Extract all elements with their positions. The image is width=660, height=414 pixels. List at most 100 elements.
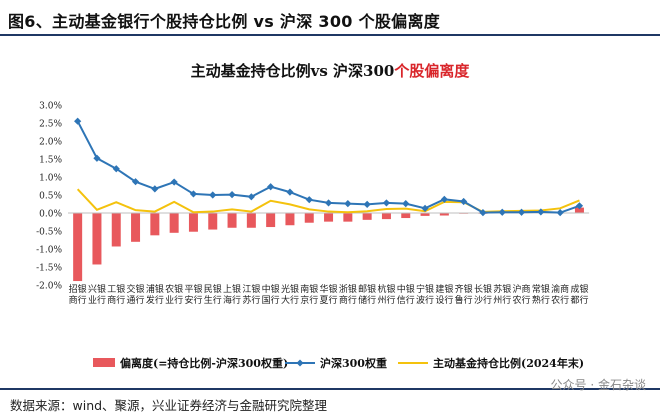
svg-text:苏: 苏 — [493, 283, 502, 295]
deviation-bar — [362, 213, 372, 220]
watermark: 公众号 · 金石杂谈 — [550, 378, 646, 392]
svg-text:行: 行 — [406, 294, 415, 306]
svg-text:银: 银 — [464, 283, 473, 295]
svg-text:农: 农 — [165, 283, 174, 295]
svg-text:银: 银 — [116, 283, 125, 295]
svg-text:中: 中 — [397, 283, 406, 295]
deviation-bar — [401, 213, 411, 219]
y-tick-label: -2.0% — [36, 282, 62, 292]
svg-text:州: 州 — [493, 295, 502, 306]
svg-text:行: 行 — [425, 294, 434, 306]
svg-text:银: 银 — [155, 283, 164, 295]
deviation-bar — [324, 213, 334, 222]
chart-title-black: 主动基金持仓比例vs 沪深300 — [191, 62, 395, 80]
svg-text:银: 银 — [367, 283, 376, 295]
svg-text:行: 行 — [309, 294, 318, 306]
deviation-bar — [381, 213, 391, 220]
hs300-point — [170, 178, 178, 186]
svg-text:行: 行 — [232, 294, 241, 306]
svg-text:商: 商 — [522, 283, 531, 295]
hs300-point — [267, 183, 275, 191]
hs300-point — [247, 193, 255, 201]
svg-text:苏: 苏 — [242, 294, 251, 306]
svg-text:通: 通 — [127, 295, 136, 306]
svg-text:信: 信 — [397, 294, 406, 306]
svg-text:发: 发 — [146, 294, 155, 306]
svg-text:夏: 夏 — [320, 295, 329, 306]
svg-text:行: 行 — [78, 294, 87, 306]
deviation-bar — [150, 213, 160, 236]
svg-text:储: 储 — [358, 294, 367, 306]
svg-text:行: 行 — [464, 294, 473, 306]
svg-text:银: 银 — [251, 283, 260, 295]
source-note: 数据来源：wind、聚源，兴业证券经济与金融研究院整理 — [10, 398, 328, 413]
svg-text:银: 银 — [271, 283, 280, 295]
legend-item-fund: 主动基金持仓比例(2024年末) — [398, 356, 584, 370]
svg-text:行: 行 — [251, 294, 260, 306]
deviation-bar — [266, 213, 276, 228]
svg-text:行: 行 — [541, 294, 550, 306]
deviation-bar — [73, 213, 83, 282]
svg-text:业: 业 — [165, 295, 174, 306]
svg-text:行: 行 — [502, 294, 511, 306]
hs300-weight-line — [76, 120, 580, 214]
svg-text:银: 银 — [193, 283, 202, 295]
svg-text:京: 京 — [300, 294, 309, 306]
svg-text:行: 行 — [348, 294, 357, 306]
svg-text:行: 行 — [483, 294, 492, 306]
svg-text:行: 行 — [386, 294, 395, 306]
svg-text:行: 行 — [522, 294, 531, 306]
svg-text:银: 银 — [444, 283, 453, 295]
deviation-bars — [73, 207, 584, 282]
svg-text:邮: 邮 — [358, 283, 367, 295]
hs300-point — [382, 199, 391, 207]
svg-text:商: 商 — [339, 294, 348, 306]
hs300-point — [421, 204, 429, 212]
y-tick-label: 2.5% — [39, 120, 62, 130]
svg-text:沪: 沪 — [513, 283, 522, 295]
hs300-point — [305, 196, 313, 204]
svg-text:中: 中 — [262, 283, 271, 295]
svg-text:成: 成 — [570, 283, 579, 295]
svg-text:上: 上 — [223, 284, 232, 295]
y-tick-label: -1.5% — [36, 264, 62, 274]
svg-text:招: 招 — [69, 283, 78, 295]
hs300-point — [74, 117, 82, 125]
hs300-point — [363, 200, 371, 208]
hs300-point — [440, 195, 448, 203]
svg-text:兴: 兴 — [88, 284, 97, 295]
hs300-point — [460, 197, 468, 206]
svg-text:银: 银 — [174, 283, 183, 295]
svg-text:行: 行 — [155, 294, 164, 306]
figure-title: 图6、主动基金银行个股持仓比例 vs 沪深 300 个股偏离度 — [8, 12, 441, 31]
deviation-bar — [169, 213, 179, 233]
svg-text:华: 华 — [320, 283, 329, 295]
deviation-bar — [439, 213, 449, 216]
svg-text:杭: 杭 — [377, 283, 386, 295]
chart-title-red: 个股偏离度 — [393, 62, 470, 80]
svg-text:银: 银 — [329, 283, 338, 295]
deviation-bar — [208, 213, 218, 230]
svg-text:鲁: 鲁 — [455, 294, 464, 306]
svg-text:行: 行 — [367, 294, 376, 306]
svg-text:生: 生 — [204, 294, 213, 306]
y-tick-label: 0.5% — [39, 192, 62, 202]
deviation-bar — [304, 213, 314, 223]
svg-text:银: 银 — [232, 283, 241, 295]
svg-text:渝: 渝 — [551, 283, 560, 295]
svg-text:银: 银 — [213, 283, 222, 295]
y-tick-label: 3.0% — [39, 102, 62, 112]
